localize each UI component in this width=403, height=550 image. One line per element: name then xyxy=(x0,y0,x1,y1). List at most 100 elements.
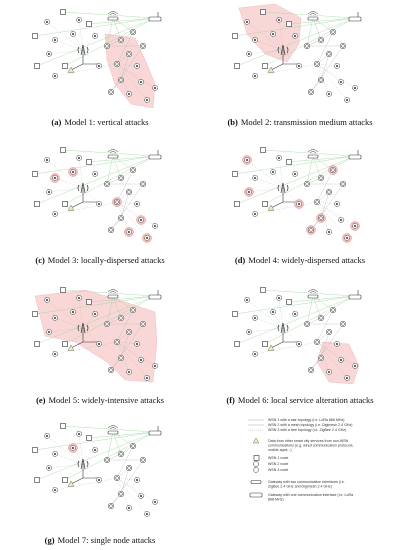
legend-line-text: WSN 1 with a star topology (i.e. LoRa 86… xyxy=(268,418,345,422)
link xyxy=(306,295,314,325)
wsn3-node-core xyxy=(54,213,56,215)
link xyxy=(88,431,156,439)
wsn3-node-core xyxy=(98,343,100,345)
wsn1-node xyxy=(32,33,38,39)
legend-line-text: WSN 2 node xyxy=(268,462,288,466)
wsn2-node xyxy=(317,354,325,362)
link xyxy=(316,341,356,367)
link xyxy=(64,155,156,205)
link xyxy=(116,477,156,503)
wsn3-node-core xyxy=(272,171,274,173)
legend-text: Gateway with one communication interface… xyxy=(268,493,353,501)
legend-line-text: mobile apps...) xyxy=(268,448,292,452)
legend-line-text: communications (e.g. wired communication… xyxy=(268,444,354,448)
link xyxy=(116,201,138,205)
wsn3-node-core xyxy=(46,435,48,437)
wsn2-node-inner xyxy=(115,200,119,204)
link xyxy=(306,17,314,47)
network-diagram xyxy=(232,3,362,103)
legend-icon xyxy=(252,437,260,444)
link xyxy=(246,299,284,329)
link xyxy=(234,17,356,37)
wsn3-node-core xyxy=(72,171,74,173)
wsn2-node xyxy=(117,174,125,182)
link xyxy=(64,431,156,481)
link xyxy=(236,17,356,67)
wsn1-node xyxy=(62,477,68,483)
link xyxy=(112,295,134,311)
caption-text: Model 5: widely-intensive attacks xyxy=(49,395,164,405)
legend-icon xyxy=(253,455,260,461)
wsn2-node xyxy=(339,42,347,50)
wsn2-node xyxy=(317,76,325,84)
wsn2-node xyxy=(103,456,111,464)
wsn2-node xyxy=(339,320,347,328)
wsn1-node xyxy=(86,159,92,165)
link xyxy=(282,49,300,67)
gateway-two xyxy=(107,430,119,435)
wsn3-node-core xyxy=(78,433,80,435)
data-source xyxy=(67,344,75,351)
wsn3-node-core xyxy=(354,87,356,89)
wsn3-node-core xyxy=(246,21,248,23)
wsn3-node-core xyxy=(272,33,274,35)
link xyxy=(312,155,322,179)
legend-line-text: WSN 1 node xyxy=(268,456,288,460)
wired-link xyxy=(270,328,297,349)
tower xyxy=(277,182,289,194)
wsn2-node-inner xyxy=(305,44,309,48)
wsn2-node-inner xyxy=(327,52,331,56)
gateway-one xyxy=(348,294,362,300)
wsn2-node xyxy=(129,166,137,174)
wsn2-node xyxy=(329,306,337,314)
wsn1-node xyxy=(260,287,266,293)
link xyxy=(48,327,84,333)
wsn3-node-core xyxy=(298,203,300,205)
link xyxy=(312,295,322,319)
data-source xyxy=(267,66,275,73)
attack-area xyxy=(238,3,302,63)
legend-line-text: WSN 3 with a tree topology (i.e. ZigBee … xyxy=(268,428,346,432)
wsn2-node-inner xyxy=(115,62,119,66)
wsn1-node xyxy=(232,311,238,317)
wsn3-node-core xyxy=(248,331,250,333)
link xyxy=(262,11,356,19)
wsn2-node-inner xyxy=(327,190,331,194)
gateway-waves xyxy=(107,11,119,16)
link xyxy=(316,63,356,89)
wsn2-node xyxy=(113,60,121,68)
wsn3-node-core xyxy=(354,225,356,227)
wsn2-node-inner xyxy=(319,356,323,360)
wsn2-node xyxy=(317,314,325,322)
link xyxy=(34,431,156,451)
caption-text: Model 1: vertical attacks xyxy=(64,117,148,127)
wsn1-node xyxy=(60,147,66,153)
wsn2-node-inner xyxy=(131,30,135,34)
wsn1-node xyxy=(32,171,38,177)
link xyxy=(36,17,156,67)
link xyxy=(112,431,122,455)
wsn3-node-core xyxy=(328,231,330,233)
tower xyxy=(77,182,89,194)
wsn3-node-core xyxy=(346,237,348,239)
link xyxy=(106,155,114,185)
legend-line-text: Gateway with one communication interface… xyxy=(268,493,353,497)
wsn2-node xyxy=(339,180,347,188)
wsn2-node-inner xyxy=(341,182,345,186)
wsn2-node-inner xyxy=(119,216,123,220)
wsn3-node-core xyxy=(146,99,148,101)
attack-area xyxy=(104,33,156,109)
caption-text: Model 7: single node attacks xyxy=(58,535,156,545)
link xyxy=(110,45,144,93)
link xyxy=(72,33,84,51)
link xyxy=(116,477,138,481)
wsn3-node-core xyxy=(48,53,50,55)
wsn1-node xyxy=(60,9,66,15)
link xyxy=(116,309,134,343)
wsn2-node xyxy=(129,28,137,36)
link xyxy=(278,157,284,189)
link xyxy=(246,21,284,51)
caption-text: Model 6: local service alteration attack… xyxy=(238,395,374,405)
wsn2-node-inner xyxy=(127,52,131,56)
wsn3-node-core xyxy=(128,371,130,373)
